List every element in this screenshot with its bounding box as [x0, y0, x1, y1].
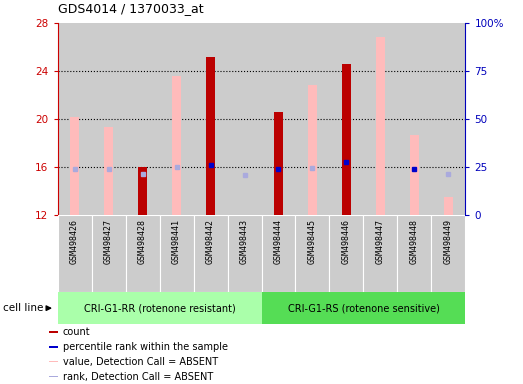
Bar [49, 331, 59, 333]
Bar [308, 86, 317, 215]
Text: GSM498444: GSM498444 [274, 219, 283, 264]
Bar [444, 197, 453, 215]
Bar [431, 23, 465, 215]
Text: GSM498428: GSM498428 [138, 219, 147, 264]
Text: CRI-G1-RR (rotenone resistant): CRI-G1-RR (rotenone resistant) [84, 303, 235, 313]
Bar [206, 56, 215, 215]
Bar [342, 64, 351, 215]
Text: GDS4014 / 1370033_at: GDS4014 / 1370033_at [58, 2, 203, 15]
Bar [262, 23, 295, 215]
Bar [228, 215, 262, 292]
Bar [126, 215, 160, 292]
Bar [274, 112, 283, 215]
Bar [92, 23, 126, 215]
Text: percentile rank within the sample: percentile rank within the sample [63, 342, 228, 352]
Text: GSM498447: GSM498447 [376, 219, 385, 264]
Text: cell line: cell line [3, 303, 43, 313]
Bar [397, 23, 431, 215]
Bar [160, 23, 194, 215]
Bar [172, 76, 181, 215]
Bar [104, 127, 113, 215]
Bar [262, 215, 295, 292]
Text: GSM498426: GSM498426 [70, 219, 79, 264]
Bar [376, 38, 385, 215]
Text: GSM498442: GSM498442 [206, 219, 215, 264]
Text: GSM498427: GSM498427 [104, 219, 113, 264]
Bar [92, 215, 126, 292]
Bar [58, 23, 92, 215]
Text: GSM498441: GSM498441 [172, 219, 181, 264]
Text: GSM498443: GSM498443 [240, 219, 249, 264]
Text: rank, Detection Call = ABSENT: rank, Detection Call = ABSENT [63, 372, 213, 382]
Bar [126, 23, 160, 215]
Text: GSM498445: GSM498445 [308, 219, 317, 264]
Bar [329, 23, 363, 215]
Bar [363, 23, 397, 215]
Bar [58, 292, 262, 324]
Bar [58, 215, 92, 292]
Bar [363, 215, 397, 292]
Text: GSM498446: GSM498446 [342, 219, 351, 264]
Bar [194, 23, 228, 215]
Text: GSM498448: GSM498448 [410, 219, 419, 264]
Bar [49, 346, 59, 348]
Bar [70, 117, 79, 215]
Bar [397, 215, 431, 292]
Bar [138, 167, 147, 215]
Bar [410, 135, 419, 215]
Bar [194, 215, 228, 292]
Text: count: count [63, 327, 90, 337]
Text: CRI-G1-RS (rotenone sensitive): CRI-G1-RS (rotenone sensitive) [288, 303, 439, 313]
Bar [295, 215, 329, 292]
Bar [329, 215, 363, 292]
Text: GSM498449: GSM498449 [444, 219, 453, 264]
Bar [49, 361, 59, 362]
Bar [228, 23, 262, 215]
Bar [160, 215, 194, 292]
Text: value, Detection Call = ABSENT: value, Detection Call = ABSENT [63, 357, 218, 367]
Bar [262, 292, 465, 324]
Bar [295, 23, 329, 215]
Bar [431, 215, 465, 292]
Bar [49, 376, 59, 377]
